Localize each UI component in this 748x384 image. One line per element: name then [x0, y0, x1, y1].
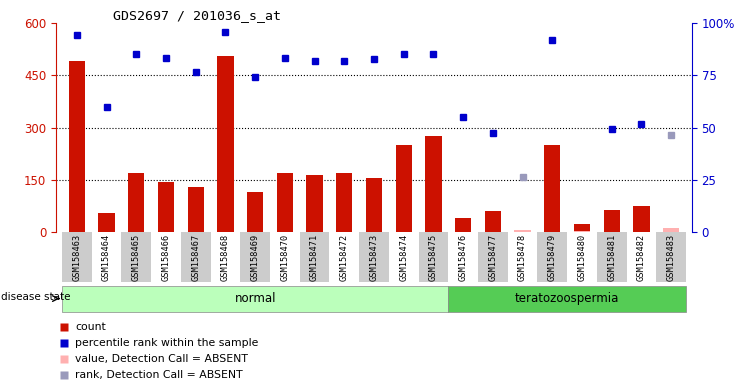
Bar [62, 232, 92, 282]
Bar [121, 232, 151, 282]
Text: GSM158465: GSM158465 [132, 234, 141, 281]
Bar [426, 136, 441, 232]
Bar [188, 187, 204, 232]
Text: GSM158466: GSM158466 [162, 234, 171, 281]
Bar [574, 231, 590, 232]
Text: GSM158476: GSM158476 [459, 234, 468, 281]
Bar [634, 206, 649, 232]
Bar [663, 228, 679, 232]
Text: disease state: disease state [1, 292, 70, 302]
Bar [537, 232, 567, 282]
Bar [544, 145, 560, 232]
Text: GSM158471: GSM158471 [310, 234, 319, 281]
Text: value, Detection Call = ABSENT: value, Detection Call = ABSENT [75, 354, 248, 364]
Bar [92, 232, 121, 282]
Text: GSM158473: GSM158473 [370, 234, 378, 281]
Bar [597, 232, 627, 282]
Text: GSM158464: GSM158464 [102, 234, 111, 281]
Bar [389, 232, 419, 282]
Bar [99, 213, 114, 232]
Bar [448, 286, 686, 311]
Bar [574, 223, 590, 232]
Bar [69, 61, 85, 232]
Text: count: count [75, 322, 106, 332]
Text: normal: normal [234, 292, 276, 305]
Text: GSM158483: GSM158483 [666, 234, 675, 281]
Bar [158, 182, 174, 232]
Text: GSM158472: GSM158472 [340, 234, 349, 281]
Bar [270, 232, 300, 282]
Bar [151, 232, 181, 282]
Bar [336, 173, 352, 232]
Text: GSM158475: GSM158475 [429, 234, 438, 281]
Bar [217, 56, 233, 232]
Text: GSM158467: GSM158467 [191, 234, 200, 281]
Text: GSM158474: GSM158474 [399, 234, 408, 281]
Bar [604, 210, 620, 232]
Bar [300, 232, 329, 282]
Text: percentile rank within the sample: percentile rank within the sample [75, 338, 259, 348]
Text: GSM158482: GSM158482 [637, 234, 646, 281]
Bar [455, 218, 471, 232]
Bar [419, 232, 448, 282]
Text: GSM158479: GSM158479 [548, 234, 557, 281]
Bar [485, 211, 501, 232]
Text: GSM158478: GSM158478 [518, 234, 527, 281]
Bar [307, 175, 322, 232]
Bar [62, 286, 448, 311]
Bar [359, 232, 389, 282]
Bar [240, 232, 270, 282]
Bar [656, 232, 686, 282]
Text: GSM158463: GSM158463 [73, 234, 82, 281]
Text: GSM158480: GSM158480 [577, 234, 586, 281]
Text: GSM158468: GSM158468 [221, 234, 230, 281]
Text: teratozoospermia: teratozoospermia [515, 292, 619, 305]
Text: GSM158469: GSM158469 [251, 234, 260, 281]
Bar [448, 232, 478, 282]
Bar [627, 232, 656, 282]
Text: GSM158481: GSM158481 [607, 234, 616, 281]
Bar [396, 145, 412, 232]
Text: GDS2697 / 201036_s_at: GDS2697 / 201036_s_at [113, 9, 281, 22]
Bar [515, 230, 531, 232]
Bar [128, 173, 144, 232]
Bar [478, 232, 508, 282]
Bar [211, 232, 240, 282]
Bar [366, 178, 382, 232]
Text: rank, Detection Call = ABSENT: rank, Detection Call = ABSENT [75, 370, 243, 381]
Bar [567, 232, 597, 282]
Text: GSM158477: GSM158477 [488, 234, 497, 281]
Bar [247, 192, 263, 232]
Bar [508, 232, 537, 282]
Text: GSM158470: GSM158470 [280, 234, 289, 281]
Bar [181, 232, 211, 282]
Bar [277, 173, 293, 232]
Bar [329, 232, 359, 282]
